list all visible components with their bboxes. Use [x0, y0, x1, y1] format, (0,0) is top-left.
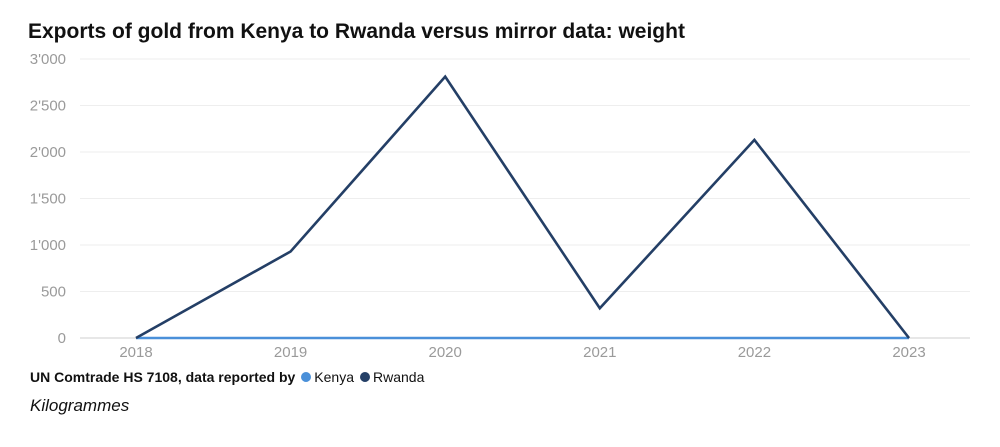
chart-title: Exports of gold from Kenya to Rwanda ver… — [28, 20, 685, 43]
series-line-rwanda[interactable] — [135, 74, 911, 340]
legend-item-kenya[interactable]: Kenya — [301, 369, 354, 385]
legend-item-rwanda[interactable]: Rwanda — [360, 369, 424, 385]
x-tick-label: 2021 — [583, 344, 616, 361]
x-tick-label: 2020 — [429, 344, 462, 361]
legend-label-kenya: Kenya — [314, 369, 354, 385]
legend: UN Comtrade HS 7108, data reported by Ke… — [30, 369, 430, 385]
units-label: Kilogrammes — [30, 396, 130, 415]
y-tick-label: 1'000 — [30, 237, 66, 254]
y-tick-label: 3'000 — [30, 51, 66, 68]
source-label: UN Comtrade HS 7108, data reported by — [30, 369, 296, 385]
y-tick-label: 0 — [58, 330, 66, 347]
x-tick-label: 2018 — [119, 344, 152, 361]
y-tick-label: 2'500 — [30, 98, 66, 115]
x-tick-label: 2022 — [738, 344, 771, 361]
y-tick-label: 2'000 — [30, 144, 66, 161]
x-tick-label: 2023 — [892, 344, 925, 361]
x-axis-ticks: 2018 2019 2020 2021 2022 2023 — [119, 344, 925, 361]
legend-marker-rwanda — [360, 372, 370, 382]
y-tick-label: 1'500 — [30, 191, 66, 208]
x-tick-label: 2019 — [274, 344, 307, 361]
legend-label-rwanda: Rwanda — [373, 369, 425, 385]
y-axis-ticks: 0 500 1'000 1'500 2'000 2'500 3'000 — [30, 51, 66, 347]
y-tick-label: 500 — [41, 284, 66, 301]
legend-marker-kenya — [301, 372, 312, 382]
series-lines — [135, 74, 911, 340]
